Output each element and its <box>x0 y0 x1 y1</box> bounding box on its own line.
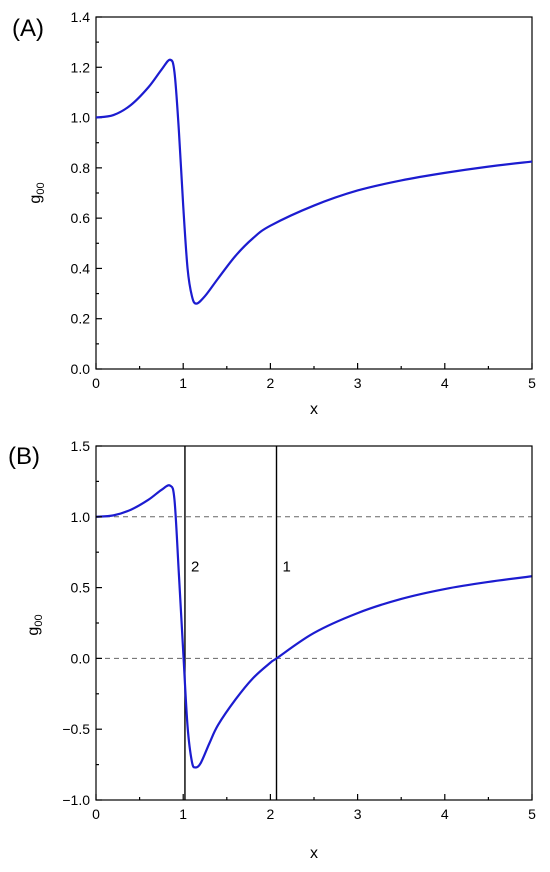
panel-b-y-axis-label: g00 <box>25 614 45 635</box>
x-tick-label: 5 <box>528 375 536 391</box>
svg-text:g00: g00 <box>27 182 47 203</box>
x-tick-label: 1 <box>179 375 187 391</box>
y-tick-label: 0.2 <box>71 311 91 327</box>
panel-a-y-tick-labels: 0.0 0.2 0.4 0.6 0.8 1.0 1.2 1.4 <box>71 9 91 377</box>
panel-b-plot-frame <box>95 445 533 801</box>
panel-b-vertical-line-label-1: 1 <box>283 558 291 575</box>
y-tick-label: 0.8 <box>71 160 91 176</box>
y-tick-label: 0.0 <box>71 361 91 377</box>
panel-b-series-line <box>95 484 533 769</box>
x-tick-label: 3 <box>354 375 362 391</box>
panel-a-x-axis-label: x <box>310 401 318 418</box>
panel-b-x-axis-label: x <box>310 845 318 862</box>
svg-text:g00: g00 <box>25 614 45 635</box>
panel-b-y-axis-label-sub: 00 <box>33 614 45 626</box>
y-tick-label: 0.4 <box>71 260 91 276</box>
panel-b-y-tick-labels: −1.0 −0.5 0.0 0.5 1.0 1.5 <box>62 438 90 808</box>
panel-a-y-axis-label-sub: 00 <box>35 182 47 194</box>
x-tick-label: 4 <box>441 806 449 822</box>
y-tick-label: −0.5 <box>62 721 90 737</box>
y-tick-label: 1.2 <box>71 59 91 75</box>
x-tick-label: 2 <box>267 375 275 391</box>
y-tick-label: 1.5 <box>71 438 91 454</box>
panel-b-label: (B) <box>8 443 40 470</box>
panel-b-x-tick-labels: 0 1 2 3 4 5 <box>92 806 536 822</box>
panel-a-x-tick-labels: 0 1 2 3 4 5 <box>92 375 536 391</box>
panel-a-y-axis-label-main: g <box>27 195 44 204</box>
y-tick-label: 1.0 <box>71 110 91 126</box>
y-tick-label: 0.6 <box>71 210 91 226</box>
y-tick-label: −1.0 <box>62 792 90 808</box>
panel-b-y-axis-label-main: g <box>25 627 42 636</box>
panel-a-series-line <box>95 58 533 305</box>
x-tick-label: 5 <box>528 806 536 822</box>
y-tick-label: 1.4 <box>71 9 91 25</box>
panel-a-y-axis-label: g00 <box>27 182 47 203</box>
panel-b-vertical-line-label-2: 2 <box>191 558 199 575</box>
x-tick-label: 4 <box>441 375 449 391</box>
x-tick-label: 2 <box>267 806 275 822</box>
x-tick-label: 3 <box>354 806 362 822</box>
y-tick-label: 0.0 <box>71 650 91 666</box>
x-tick-label: 0 <box>92 375 100 391</box>
panel-b-ticks <box>95 445 533 801</box>
x-tick-label: 0 <box>92 806 100 822</box>
panel-a-label: (A) <box>12 15 44 42</box>
y-tick-label: 1.0 <box>71 509 91 525</box>
y-tick-label: 0.5 <box>71 580 91 596</box>
x-tick-label: 1 <box>179 806 187 822</box>
